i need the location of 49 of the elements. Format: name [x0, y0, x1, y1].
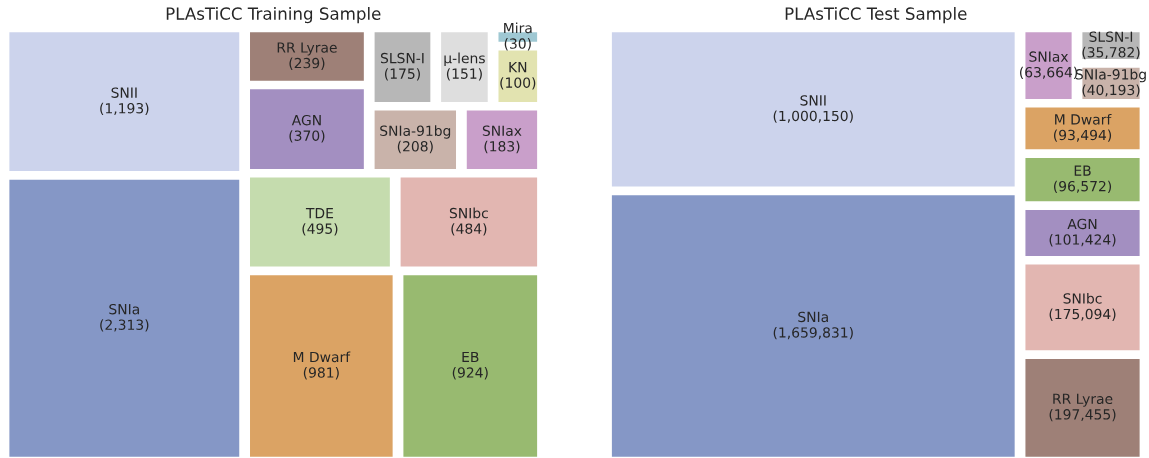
category-label: RR Lyrae: [1053, 393, 1113, 407]
data-label: (981): [303, 367, 339, 380]
data-label: (484): [451, 223, 487, 236]
data-label: (1,000,150): [773, 110, 853, 123]
data-label: (208): [397, 140, 433, 154]
data-label: (175,094): [1049, 308, 1116, 321]
category-label: AGN: [1067, 218, 1097, 230]
category-label: SLSN-I: [1089, 31, 1133, 42]
data-label: (96,572): [1054, 180, 1112, 194]
text: PLAsTiCC Training Sample: [166, 7, 381, 24]
data-label: (100): [500, 77, 536, 90]
category-label: SNIa-91bg: [380, 125, 451, 139]
category-label: TDE: [305, 208, 334, 219]
data-label: (30): [504, 38, 531, 51]
category-label: M Dwarf: [1055, 113, 1112, 125]
data-label: (151): [446, 68, 482, 81]
category-label: Mira: [504, 22, 532, 34]
data-label: (183): [484, 140, 520, 154]
category-label: SNIax: [482, 125, 522, 136]
category-label: μ-lens: [444, 52, 485, 67]
category-label: AGN: [291, 114, 321, 126]
data-label: (1,193): [100, 102, 149, 116]
category-label: SNII: [800, 95, 826, 106]
data-label: (495): [302, 223, 338, 236]
data-label: (93,494): [1054, 129, 1112, 142]
category-label: M Dwarf: [293, 351, 351, 363]
data-label: (101,424): [1049, 234, 1116, 247]
text: PLAsTiCC Test Sample: [785, 7, 967, 24]
category-label: RR Lyrae: [277, 42, 337, 56]
data-label: (370): [289, 130, 325, 143]
category-label: SNIax: [1029, 51, 1069, 62]
category-label: SNIbc: [1063, 292, 1102, 304]
data-label: (2,313): [100, 319, 149, 332]
category-label: SNII: [111, 87, 137, 98]
category-label: SNIa-91bg: [1075, 68, 1146, 83]
category-label: EB: [1074, 165, 1091, 176]
data-label: (924): [452, 367, 488, 380]
data-label: (239): [289, 57, 325, 70]
data-label: (1,659,831): [773, 326, 853, 340]
data-label: (175): [384, 68, 420, 81]
category-label: SNIa: [798, 311, 828, 323]
data-label: (197,455): [1049, 408, 1116, 422]
data-label: (35,782): [1082, 46, 1140, 60]
data-label: (40,193): [1082, 84, 1140, 97]
category-label: SNIbc: [449, 207, 488, 219]
category-label: SLSN-I: [380, 52, 424, 64]
category-label: KN: [509, 62, 527, 73]
category-label: SNIa: [109, 303, 139, 315]
category-label: EB: [462, 351, 479, 363]
